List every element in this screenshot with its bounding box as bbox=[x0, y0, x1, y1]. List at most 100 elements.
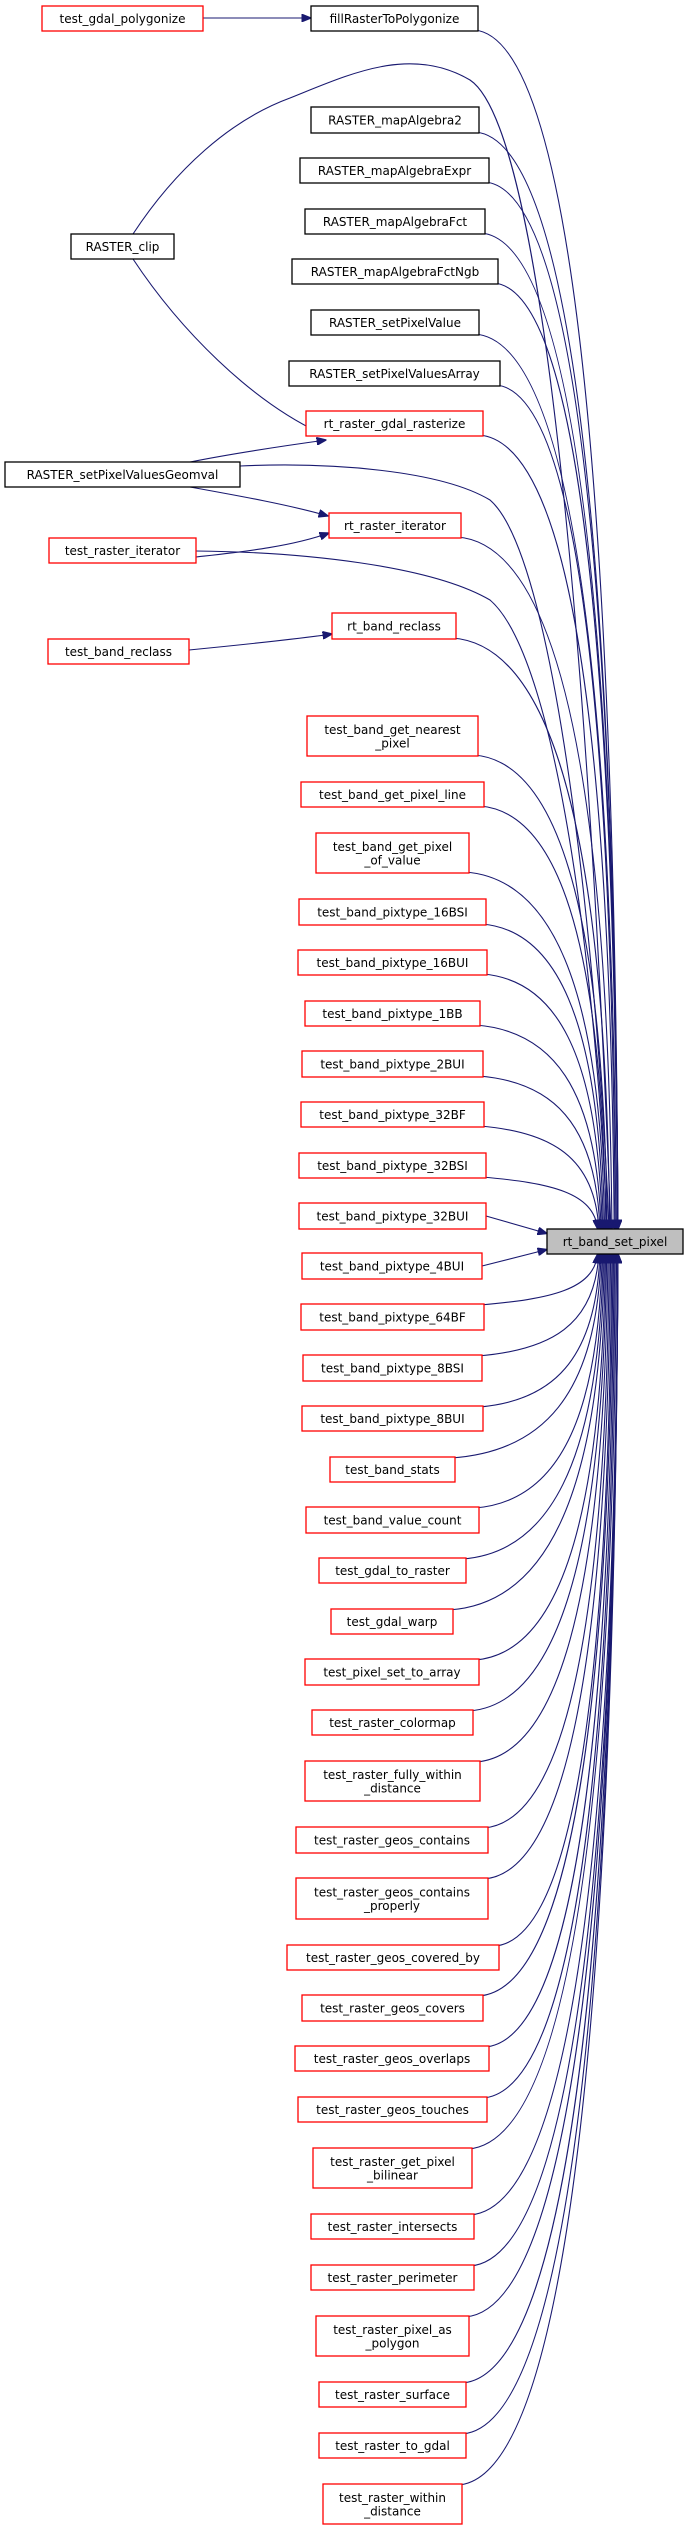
node-test-band-pixtype-8bsi[interactable]: test_band_pixtype_8BSI bbox=[302, 1354, 483, 1382]
node-box bbox=[299, 157, 490, 184]
edge-raster-clip-to-rt-raster-gdal-rasterize bbox=[132, 258, 320, 433]
node-box bbox=[310, 106, 480, 134]
node-test-raster-colormap[interactable]: test_raster_colormap bbox=[311, 1709, 474, 1736]
node-box bbox=[310, 2213, 475, 2240]
node-label: test_raster_geos_touches bbox=[316, 2103, 469, 2117]
edge-test-raster-geos-covers-to-rt-band-set-pixel bbox=[478, 1254, 613, 1997]
node-label: test_band_pixtype_2BUI bbox=[320, 1058, 464, 1072]
node-test-gdal-polygonize[interactable]: test_gdal_polygonize bbox=[41, 5, 204, 32]
node-test-raster-pixel-as-polygon[interactable]: test_raster_pixel_as_polygon bbox=[315, 2315, 470, 2357]
node-test-band-pixtype-64bf[interactable]: test_band_pixtype_64BF bbox=[300, 1303, 485, 1331]
node-test-band-pixtype-2bui[interactable]: test_band_pixtype_2BUI bbox=[301, 1050, 484, 1078]
node-box bbox=[315, 2315, 470, 2357]
node-label: test_band_get_nearest bbox=[324, 723, 461, 737]
node-label: RASTER_mapAlgebraFctNgb bbox=[311, 265, 479, 279]
node-box bbox=[70, 233, 175, 260]
node-test-raster-surface[interactable]: test_raster_surface bbox=[318, 2381, 467, 2408]
node-test-band-reclass[interactable]: test_band_reclass bbox=[47, 638, 190, 665]
node-test-band-stats[interactable]: test_band_stats bbox=[329, 1456, 456, 1483]
node-test-band-pixtype-32bsi[interactable]: test_band_pixtype_32BSI bbox=[298, 1152, 487, 1179]
node-test-band-pixtype-4bui[interactable]: test_band_pixtype_4BUI bbox=[301, 1252, 483, 1280]
node-box bbox=[47, 638, 190, 665]
node-label: rt_raster_gdal_rasterize bbox=[324, 417, 466, 431]
node-test-band-pixtype-16bsi[interactable]: test_band_pixtype_16BSI bbox=[298, 898, 487, 926]
node-test-raster-geos-contains[interactable]: test_raster_geos_contains bbox=[295, 1826, 489, 1854]
node-fillrastertopolygonize[interactable]: fillRasterToPolygonize bbox=[310, 5, 479, 32]
node-label: test_raster_to_gdal bbox=[335, 2439, 450, 2453]
node-test-band-pixtype-1bb[interactable]: test_band_pixtype_1BB bbox=[304, 1000, 481, 1027]
node-test-raster-get-pixel-bilinear[interactable]: test_raster_get_pixel_bilinear bbox=[312, 2147, 473, 2189]
node-raster-mapalgebrafct[interactable]: RASTER_mapAlgebraFct bbox=[304, 208, 486, 235]
node-rt-raster-iterator[interactable]: rt_raster_iterator bbox=[328, 512, 462, 539]
node-test-gdal-warp[interactable]: test_gdal_warp bbox=[330, 1608, 454, 1635]
edge-test-band-pixtype-32bui-to-rt-band-set-pixel bbox=[485, 1215, 547, 1234]
edge-raster-mapalgebrafctngb-to-rt-band-set-pixel bbox=[493, 282, 618, 1229]
node-raster-setpixelvalue[interactable]: RASTER_setPixelValue bbox=[310, 309, 480, 336]
node-raster-mapalgebrafctngb[interactable]: RASTER_mapAlgebraFctNgb bbox=[291, 258, 499, 285]
edge-test-raster-pixel-as-polygon-to-rt-band-set-pixel bbox=[464, 1254, 618, 2318]
node-label: RASTER_mapAlgebra2 bbox=[328, 114, 462, 128]
edge-test-raster-fully-within-distance-to-rt-band-set-pixel bbox=[475, 1254, 608, 1763]
node-label: test_raster_intersects bbox=[328, 2220, 458, 2234]
node-label: test_raster_within bbox=[339, 2491, 446, 2505]
node-label: _pixel bbox=[374, 736, 409, 750]
node-test-band-value-count[interactable]: test_band_value_count bbox=[305, 1506, 480, 1534]
node-test-raster-perimeter[interactable]: test_raster_perimeter bbox=[310, 2264, 475, 2291]
node-test-band-pixtype-16bui[interactable]: test_band_pixtype_16BUI bbox=[297, 949, 488, 976]
node-box bbox=[294, 2045, 490, 2072]
node-test-band-pixtype-32bui[interactable]: test_band_pixtype_32BUI bbox=[298, 1202, 487, 1230]
node-box bbox=[298, 898, 487, 926]
node-label: _of_value bbox=[363, 853, 420, 867]
node-box bbox=[331, 612, 457, 640]
node-box bbox=[302, 1354, 483, 1382]
node-raster-mapalgebra2[interactable]: RASTER_mapAlgebra2 bbox=[310, 106, 480, 134]
node-box bbox=[301, 1252, 483, 1280]
node-test-raster-to-gdal[interactable]: test_raster_to_gdal bbox=[318, 2432, 467, 2459]
node-test-band-pixtype-8bui[interactable]: test_band_pixtype_8BUI bbox=[301, 1405, 484, 1432]
edge-test-raster-geos-touches-to-rt-band-set-pixel bbox=[482, 1254, 615, 2099]
edge-test-raster-geos-overlaps-to-rt-band-set-pixel bbox=[484, 1254, 614, 2048]
node-test-raster-geos-covered-by[interactable]: test_raster_geos_covered_by bbox=[286, 1944, 500, 1971]
node-test-gdal-to-raster[interactable]: test_gdal_to_raster bbox=[318, 1557, 467, 1584]
node-test-raster-fully-within-distance[interactable]: test_raster_fully_within_distance bbox=[304, 1760, 481, 1802]
node-box bbox=[300, 1101, 485, 1128]
node-label: test_band_pixtype_16BUI bbox=[317, 956, 469, 970]
node-label: test_raster_perimeter bbox=[328, 2271, 458, 2285]
node-test-raster-intersects[interactable]: test_raster_intersects bbox=[310, 2213, 475, 2240]
node-test-raster-geos-contains-properly[interactable]: test_raster_geos_contains_properly bbox=[295, 1877, 489, 1920]
node-label: _distance bbox=[363, 2504, 421, 2518]
node-label: test_raster_colormap bbox=[329, 1716, 456, 1730]
edge-test-band-get-nearest-pixel-to-rt-band-set-pixel bbox=[473, 754, 607, 1229]
node-rt-raster-gdal-rasterize[interactable]: rt_raster_gdal_rasterize bbox=[305, 410, 484, 437]
edge-test-band-value-count-to-rt-band-set-pixel bbox=[474, 1254, 602, 1509]
node-test-band-pixtype-32bf[interactable]: test_band_pixtype_32BF bbox=[300, 1101, 485, 1128]
node-label: test_band_pixtype_32BSI bbox=[317, 1159, 468, 1173]
node-label: test_raster_geos_contains bbox=[314, 1834, 470, 1848]
node-box bbox=[318, 1557, 467, 1584]
node-test-raster-geos-touches[interactable]: test_raster_geos_touches bbox=[297, 2096, 488, 2123]
node-box bbox=[288, 360, 501, 387]
edge-test-raster-geos-contains-properly-to-rt-band-set-pixel bbox=[483, 1254, 611, 1880]
node-raster-mapalgebraexpr[interactable]: RASTER_mapAlgebraExpr bbox=[299, 157, 490, 184]
node-test-raster-geos-covers[interactable]: test_raster_geos_covers bbox=[301, 1994, 484, 2022]
node-test-band-get-pixel-of-value[interactable]: test_band_get_pixel_of_value bbox=[315, 832, 470, 874]
node-raster-setpixelvaluesgeomval[interactable]: RASTER_setPixelValuesGeomval bbox=[4, 461, 241, 488]
node-label: test_band_reclass bbox=[65, 645, 172, 659]
edge-test-band-pixtype-8bsi-to-rt-band-set-pixel bbox=[477, 1254, 599, 1357]
node-rt-band-reclass[interactable]: rt_band_reclass bbox=[331, 612, 457, 640]
node-raster-clip[interactable]: RASTER_clip bbox=[70, 233, 175, 260]
node-label: test_pixel_set_to_array bbox=[323, 1666, 460, 1680]
node-test-raster-within-distance[interactable]: test_raster_within_distance bbox=[322, 2483, 463, 2525]
node-test-pixel-set-to-array[interactable]: test_pixel_set_to_array bbox=[304, 1658, 480, 1686]
edge-raster-mapalgebraexpr-to-rt-band-set-pixel bbox=[484, 181, 618, 1229]
node-test-raster-iterator[interactable]: test_raster_iterator bbox=[48, 537, 197, 564]
node-raster-setpixelvaluesarray[interactable]: RASTER_setPixelValuesArray bbox=[288, 360, 501, 387]
node-test-band-get-pixel-line[interactable]: test_band_get_pixel_line bbox=[300, 781, 485, 808]
edge-test-band-get-pixel-of-value-to-rt-band-set-pixel bbox=[464, 871, 605, 1229]
edge-rt-band-reclass-to-rt-band-set-pixel bbox=[451, 637, 610, 1229]
node-box bbox=[328, 512, 462, 539]
node-test-raster-geos-overlaps[interactable]: test_raster_geos_overlaps bbox=[294, 2045, 490, 2072]
node-test-band-get-nearest-pixel[interactable]: test_band_get_nearest_pixel bbox=[306, 715, 479, 757]
edge-test-pixel-set-to-array-to-rt-band-set-pixel bbox=[474, 1254, 606, 1661]
